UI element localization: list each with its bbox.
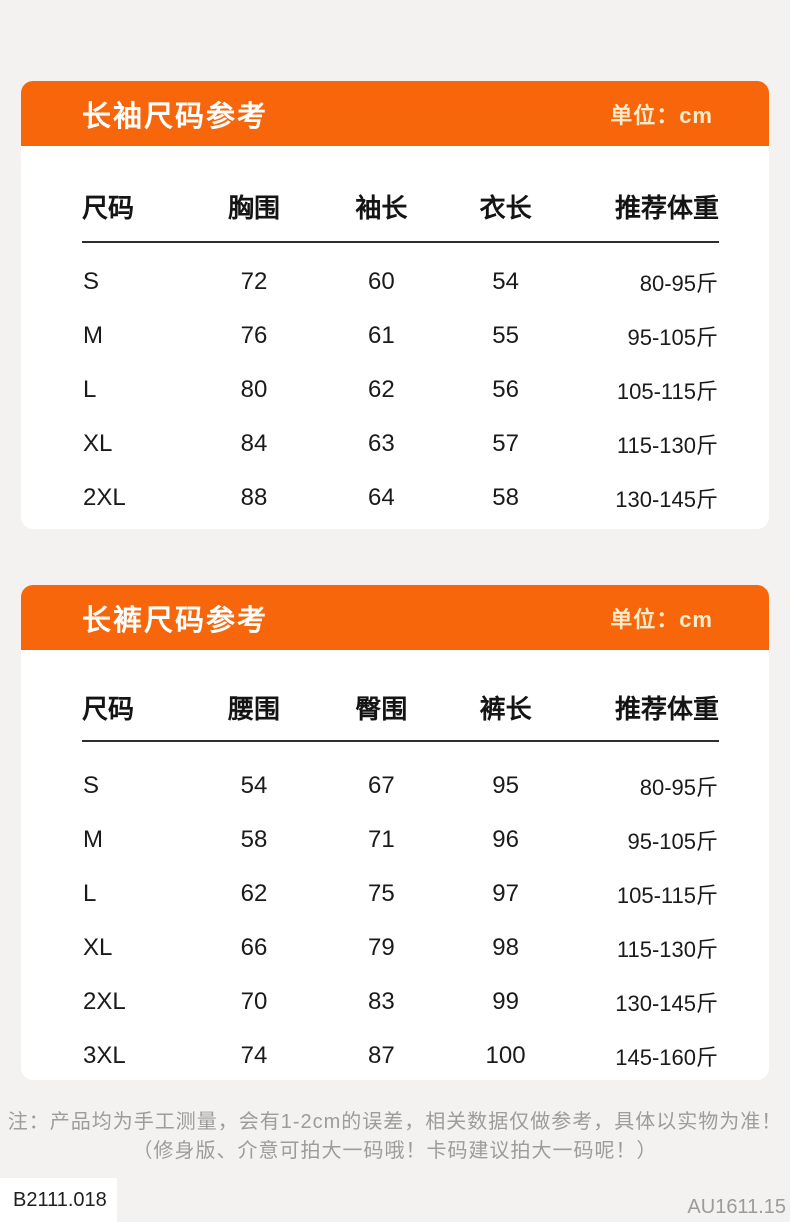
cell-pant-length: 95	[492, 772, 519, 799]
cell-sleeve: 62	[368, 376, 395, 403]
table-row: L 80 62 56 105-115斤	[82, 363, 719, 417]
cell-size: L	[83, 376, 97, 403]
trousers-card-title: 长裤尺码参考	[82, 604, 269, 637]
cell-size: XL	[83, 934, 113, 961]
cell-pant-length: 97	[492, 880, 519, 907]
long-sleeve-card-body: 尺码 胸围 袖长 衣长 推荐体重 S 72 60 54 80-95斤 M 76	[21, 146, 769, 525]
long-sleeve-card-title: 长袖尺码参考	[82, 100, 269, 133]
cell-chest: 72	[240, 268, 268, 295]
cell-weight: 130-145斤	[615, 991, 718, 1016]
cell-chest: 84	[240, 430, 268, 457]
trousers-unit-label: 单位：cm	[610, 606, 713, 632]
table-row: S 54 67 95 80-95斤	[82, 741, 719, 813]
measurement-disclaimer-note: 注：产品均为手工测量，会有1-2cm的误差，相关数据仅做参考，具体以实物为准！ …	[0, 1108, 790, 1166]
column-header-sleeve: 袖长	[317, 146, 446, 243]
cell-hip: 67	[368, 772, 395, 799]
cell-weight: 105-115斤	[616, 379, 718, 404]
column-header-weight: 推荐体重	[566, 146, 719, 243]
column-header-length: 衣长	[445, 146, 567, 243]
cell-chest: 80	[240, 376, 268, 403]
cell-size: S	[83, 268, 100, 295]
cell-size: 2XL	[83, 484, 126, 511]
cell-waist: 66	[240, 934, 268, 961]
cell-length: 56	[492, 376, 519, 403]
table-header-row: 尺码 胸围 袖长 衣长 推荐体重	[82, 146, 719, 243]
cell-waist: 54	[240, 772, 268, 799]
cell-weight: 115-130斤	[616, 433, 718, 458]
cell-length: 57	[492, 430, 519, 457]
column-header-hip: 臀围	[317, 650, 446, 742]
trousers-size-card: 长裤尺码参考 单位：cm 尺码 腰围 臀围 裤长 推荐体重 S 54 67 95	[21, 585, 769, 1080]
cell-waist: 58	[240, 826, 268, 853]
cell-weight: 95-105斤	[627, 829, 718, 854]
note-line-1: 注：产品均为手工测量，会有1-2cm的误差，相关数据仅做参考，具体以实物为准！	[7, 1111, 783, 1133]
cell-size: 3XL	[83, 1042, 126, 1069]
cell-pant-length: 99	[492, 988, 519, 1015]
cell-weight: 95-105斤	[627, 325, 718, 350]
trousers-size-table: 尺码 腰围 臀围 裤长 推荐体重 S 54 67 95 80-95斤 M 58	[82, 650, 719, 1080]
long-sleeve-unit-label: 单位：cm	[610, 102, 713, 128]
column-header-size: 尺码	[82, 146, 191, 243]
column-header-weight: 推荐体重	[566, 650, 719, 742]
cell-size: S	[83, 772, 100, 799]
cell-sleeve: 63	[368, 430, 395, 457]
cell-sleeve: 60	[368, 268, 395, 295]
table-row: 2XL 70 83 99 130-145斤	[82, 975, 719, 1029]
cell-size: L	[83, 880, 97, 907]
cell-hip: 75	[368, 880, 395, 907]
note-line-2: （修身版、介意可拍大一码哦！卡码建议拍大一码呢！）	[132, 1140, 658, 1162]
cell-size: M	[83, 322, 103, 349]
column-header-pant-length: 裤长	[445, 650, 567, 742]
table-header-row: 尺码 腰围 臀围 裤长 推荐体重	[82, 650, 719, 742]
table-row: XL 84 63 57 115-130斤	[82, 417, 719, 471]
cell-chest: 88	[240, 484, 268, 511]
cell-waist: 62	[240, 880, 268, 907]
cell-size: 2XL	[83, 988, 126, 1015]
cell-weight: 80-95斤	[639, 271, 718, 296]
cell-length: 54	[492, 268, 519, 295]
product-code-right: AU1611.15	[687, 1196, 786, 1218]
column-header-chest: 胸围	[190, 146, 318, 243]
table-row: 3XL 74 87 100 145-160斤	[82, 1029, 719, 1080]
cell-weight: 145-160斤	[615, 1045, 718, 1070]
table-row: 2XL 88 64 58 130-145斤	[82, 471, 719, 525]
cell-length: 55	[492, 322, 519, 349]
cell-weight: 130-145斤	[615, 487, 718, 512]
cell-size: XL	[83, 430, 113, 457]
cell-weight: 80-95斤	[639, 775, 718, 800]
table-row: M 76 61 55 95-105斤	[82, 309, 719, 363]
long-sleeve-size-table: 尺码 胸围 袖长 衣长 推荐体重 S 72 60 54 80-95斤 M 76	[82, 146, 719, 525]
bottom-left-code-patch: B2111.018	[0, 1178, 117, 1222]
cell-hip: 87	[368, 1042, 395, 1069]
cell-pant-length: 96	[492, 826, 519, 853]
cell-sleeve: 61	[368, 322, 395, 349]
long-sleeve-size-card: 长袖尺码参考 单位：cm 尺码 胸围 袖长 衣长 推荐体重 S 72 60 54	[21, 81, 769, 529]
cell-length: 58	[492, 484, 519, 511]
product-code-left: B2111.018	[13, 1188, 107, 1211]
table-row: L 62 75 97 105-115斤	[82, 867, 719, 921]
column-header-waist: 腰围	[190, 650, 318, 742]
table-row: M 58 71 96 95-105斤	[82, 813, 719, 867]
cell-pant-length: 98	[492, 934, 519, 961]
cell-sleeve: 64	[368, 484, 395, 511]
cell-pant-length: 100	[485, 1042, 526, 1069]
trousers-card-header: 长裤尺码参考 单位：cm	[21, 585, 769, 650]
cell-chest: 76	[240, 322, 268, 349]
cell-waist: 70	[240, 988, 268, 1015]
cell-hip: 83	[368, 988, 395, 1015]
column-header-size: 尺码	[82, 650, 191, 742]
cell-weight: 105-115斤	[616, 883, 718, 908]
trousers-card-body: 尺码 腰围 臀围 裤长 推荐体重 S 54 67 95 80-95斤 M 58	[21, 650, 769, 1080]
long-sleeve-card-header: 长袖尺码参考 单位：cm	[21, 81, 769, 146]
cell-hip: 79	[368, 934, 395, 961]
cell-size: M	[83, 826, 103, 853]
cell-hip: 71	[368, 826, 395, 853]
table-row: XL 66 79 98 115-130斤	[82, 921, 719, 975]
cell-waist: 74	[240, 1042, 268, 1069]
table-row: S 72 60 54 80-95斤	[82, 242, 719, 309]
cell-weight: 115-130斤	[616, 937, 718, 962]
